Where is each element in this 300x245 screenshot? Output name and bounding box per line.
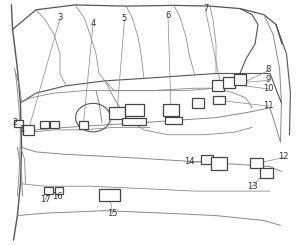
Bar <box>211 157 227 171</box>
Text: 4: 4 <box>90 19 96 28</box>
Bar <box>99 189 120 201</box>
Text: 14: 14 <box>184 157 194 166</box>
Text: 2: 2 <box>12 118 18 127</box>
Bar <box>79 121 88 129</box>
Text: 11: 11 <box>263 101 274 110</box>
Text: 7: 7 <box>203 4 208 13</box>
Bar <box>234 74 246 85</box>
Bar <box>212 80 224 91</box>
Text: 12: 12 <box>278 152 289 161</box>
Bar <box>40 121 49 128</box>
Bar <box>223 77 235 88</box>
Text: 16: 16 <box>52 192 62 200</box>
Text: 8: 8 <box>266 65 271 74</box>
Bar <box>192 98 204 108</box>
Bar <box>260 168 273 178</box>
Bar <box>23 125 34 135</box>
Bar <box>165 117 182 124</box>
Bar <box>163 104 179 116</box>
Bar <box>109 107 125 119</box>
Text: 10: 10 <box>263 84 274 93</box>
Bar <box>213 96 225 104</box>
Bar <box>44 187 53 194</box>
Text: 15: 15 <box>107 209 118 218</box>
Bar <box>50 121 59 128</box>
Text: 13: 13 <box>247 182 257 191</box>
Bar <box>14 120 23 127</box>
Text: 3: 3 <box>57 13 63 22</box>
Bar <box>201 155 213 164</box>
Bar <box>250 158 263 168</box>
Bar <box>55 187 63 194</box>
Text: 6: 6 <box>165 11 171 20</box>
Bar <box>125 104 144 116</box>
Text: 5: 5 <box>122 14 127 23</box>
Text: 17: 17 <box>40 195 50 204</box>
Text: 1: 1 <box>19 125 24 134</box>
Text: 9: 9 <box>266 75 271 84</box>
Bar <box>122 118 146 125</box>
